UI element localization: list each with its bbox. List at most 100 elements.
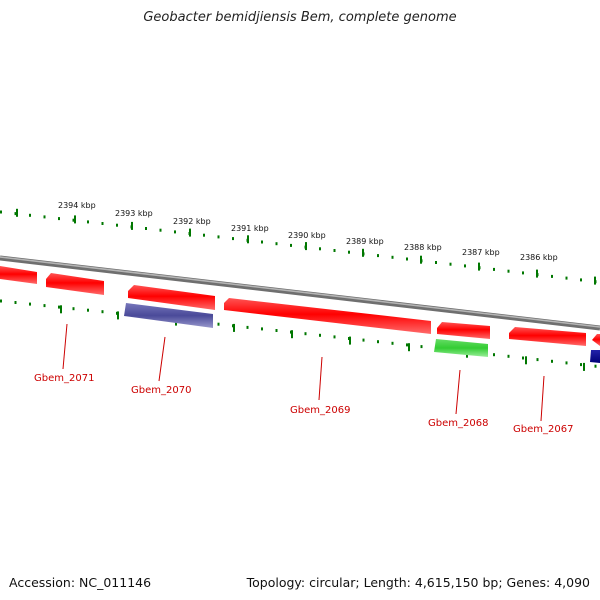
major-tick [233, 323, 235, 332]
minor-tick [507, 354, 510, 358]
minor-tick [536, 358, 539, 362]
minor-tick [551, 359, 553, 363]
leader-line-gbem-2069 [318, 356, 323, 401]
kbp-label: 2387 kbp [462, 248, 500, 257]
major-tick [408, 343, 410, 352]
kbp-label: 2392 kbp [173, 217, 211, 226]
major-tick [189, 228, 191, 237]
major-tick [525, 356, 527, 365]
minor-tick [0, 210, 2, 214]
gene-label-gbem-2071: Gbem_2071 [34, 373, 94, 384]
major-tick [247, 235, 249, 244]
major-tick [594, 276, 596, 285]
minor-tick [348, 250, 350, 254]
minor-tick [58, 305, 60, 309]
minor-tick [420, 345, 423, 349]
minor-tick [72, 218, 75, 222]
minor-tick [72, 307, 75, 311]
feature-green [434, 339, 488, 357]
gene-label-gbem-2069: Gbem_2069 [290, 405, 350, 416]
minor-tick [406, 343, 408, 347]
minor-tick [174, 230, 176, 234]
major-tick [305, 242, 307, 251]
upper-tick-track [0, 208, 597, 285]
leader-line-gbem-2067 [540, 375, 545, 422]
genome-backbone-highlight [0, 256, 600, 328]
leader-line-gbem-2070 [158, 336, 166, 382]
feature-navy [590, 350, 600, 363]
gene-label-gbem-2068: Gbem_2068 [428, 418, 488, 429]
major-tick [74, 215, 76, 224]
minor-tick [116, 223, 118, 227]
minor-tick [14, 212, 17, 216]
kbp-label: 2388 kbp [404, 243, 442, 252]
minor-tick [0, 299, 2, 303]
minor-tick [594, 364, 597, 368]
minor-tick [101, 310, 104, 314]
gene-arrow-gbem-2070 [128, 285, 215, 310]
minor-tick [565, 276, 568, 280]
minor-tick [87, 220, 89, 224]
gene-arrow-edge [592, 334, 600, 346]
major-tick [16, 208, 18, 217]
major-tick [117, 311, 119, 320]
gene-arrow-gbem-2069 [224, 298, 431, 334]
minor-tick [333, 249, 336, 252]
minor-tick [275, 242, 278, 246]
minor-tick [580, 278, 582, 282]
major-tick [420, 255, 422, 264]
gene-label-gbem-2067: Gbem_2067 [513, 424, 573, 435]
minor-tick [377, 340, 379, 344]
minor-tick [275, 329, 278, 332]
major-tick [362, 248, 364, 257]
major-tick [478, 262, 480, 271]
minor-tick [58, 217, 60, 221]
leader-line-gbem-2071 [62, 323, 68, 370]
minor-tick [391, 255, 394, 259]
kbp-label: 2389 kbp [346, 237, 384, 246]
accession-text: Accession: NC_011146 [9, 575, 152, 590]
kbp-label: 2386 kbp [520, 253, 558, 262]
minor-tick [232, 237, 234, 241]
minor-tick [203, 233, 205, 237]
minor-tick [493, 353, 495, 357]
minor-tick [333, 335, 336, 339]
gene-label-gbem-2070: Gbem_2070 [131, 385, 191, 396]
minor-tick [522, 356, 524, 360]
minor-tick [319, 333, 321, 337]
major-tick [291, 330, 293, 339]
major-tick [131, 221, 133, 230]
minor-tick [159, 228, 162, 232]
kbp-label: 2393 kbp [115, 209, 153, 218]
minor-tick [507, 269, 510, 273]
minor-tick [43, 215, 46, 219]
minor-tick [29, 213, 31, 217]
minor-tick [580, 363, 582, 367]
minor-tick [377, 254, 379, 258]
minor-tick [217, 322, 220, 326]
minor-tick [290, 243, 292, 247]
minor-tick [435, 261, 437, 264]
kbp-label: 2391 kbp [231, 224, 269, 233]
minor-tick [87, 308, 89, 312]
major-tick [583, 362, 585, 371]
gene-arrow-gbem-2068 [437, 322, 490, 339]
minor-tick [43, 304, 46, 308]
minor-tick [551, 274, 553, 278]
minor-tick [449, 262, 452, 266]
minor-tick [565, 361, 568, 365]
minor-tick [29, 302, 31, 306]
gene-arrow-gbem-2067 [509, 327, 586, 346]
minor-tick [391, 341, 394, 345]
minor-tick [101, 222, 104, 225]
minor-tick [145, 227, 147, 230]
major-tick [536, 269, 538, 278]
minor-tick [14, 301, 17, 304]
feature-purple [124, 303, 213, 328]
minor-tick [246, 325, 249, 329]
gene-arrow-gbem-2071-region [0, 266, 37, 284]
minor-tick [261, 327, 263, 331]
major-tick [349, 336, 351, 345]
minor-tick [493, 267, 495, 271]
